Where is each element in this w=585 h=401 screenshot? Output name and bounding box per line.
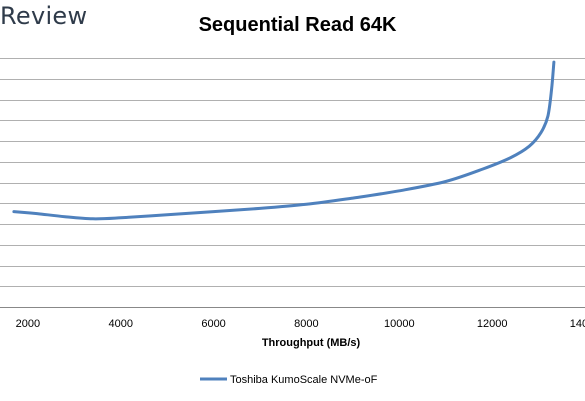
x-tick-label: 2000: [16, 318, 40, 330]
series-line: [12, 60, 556, 221]
x-tick-label: 14000: [570, 318, 585, 330]
x-axis: 2000 4000 6000 8000 10000 12000 14000: [0, 307, 585, 330]
legend-label: Toshiba KumoScale NVMe-oF: [230, 374, 378, 386]
x-tick-label: 4000: [108, 318, 132, 330]
gridlines: [0, 58, 585, 287]
x-axis-title: Throughput (MB/s): [262, 337, 361, 349]
legend: Toshiba KumoScale NVMe-oF: [200, 374, 378, 386]
x-tick-label: 6000: [201, 318, 225, 330]
x-tick-label: 10000: [384, 318, 415, 330]
chart-title: Sequential Read 64K: [198, 14, 397, 36]
x-tick-label: 12000: [477, 318, 508, 330]
x-tick-label: 8000: [294, 318, 318, 330]
logo: Review: [0, 2, 88, 30]
series-layer: [12, 60, 556, 221]
